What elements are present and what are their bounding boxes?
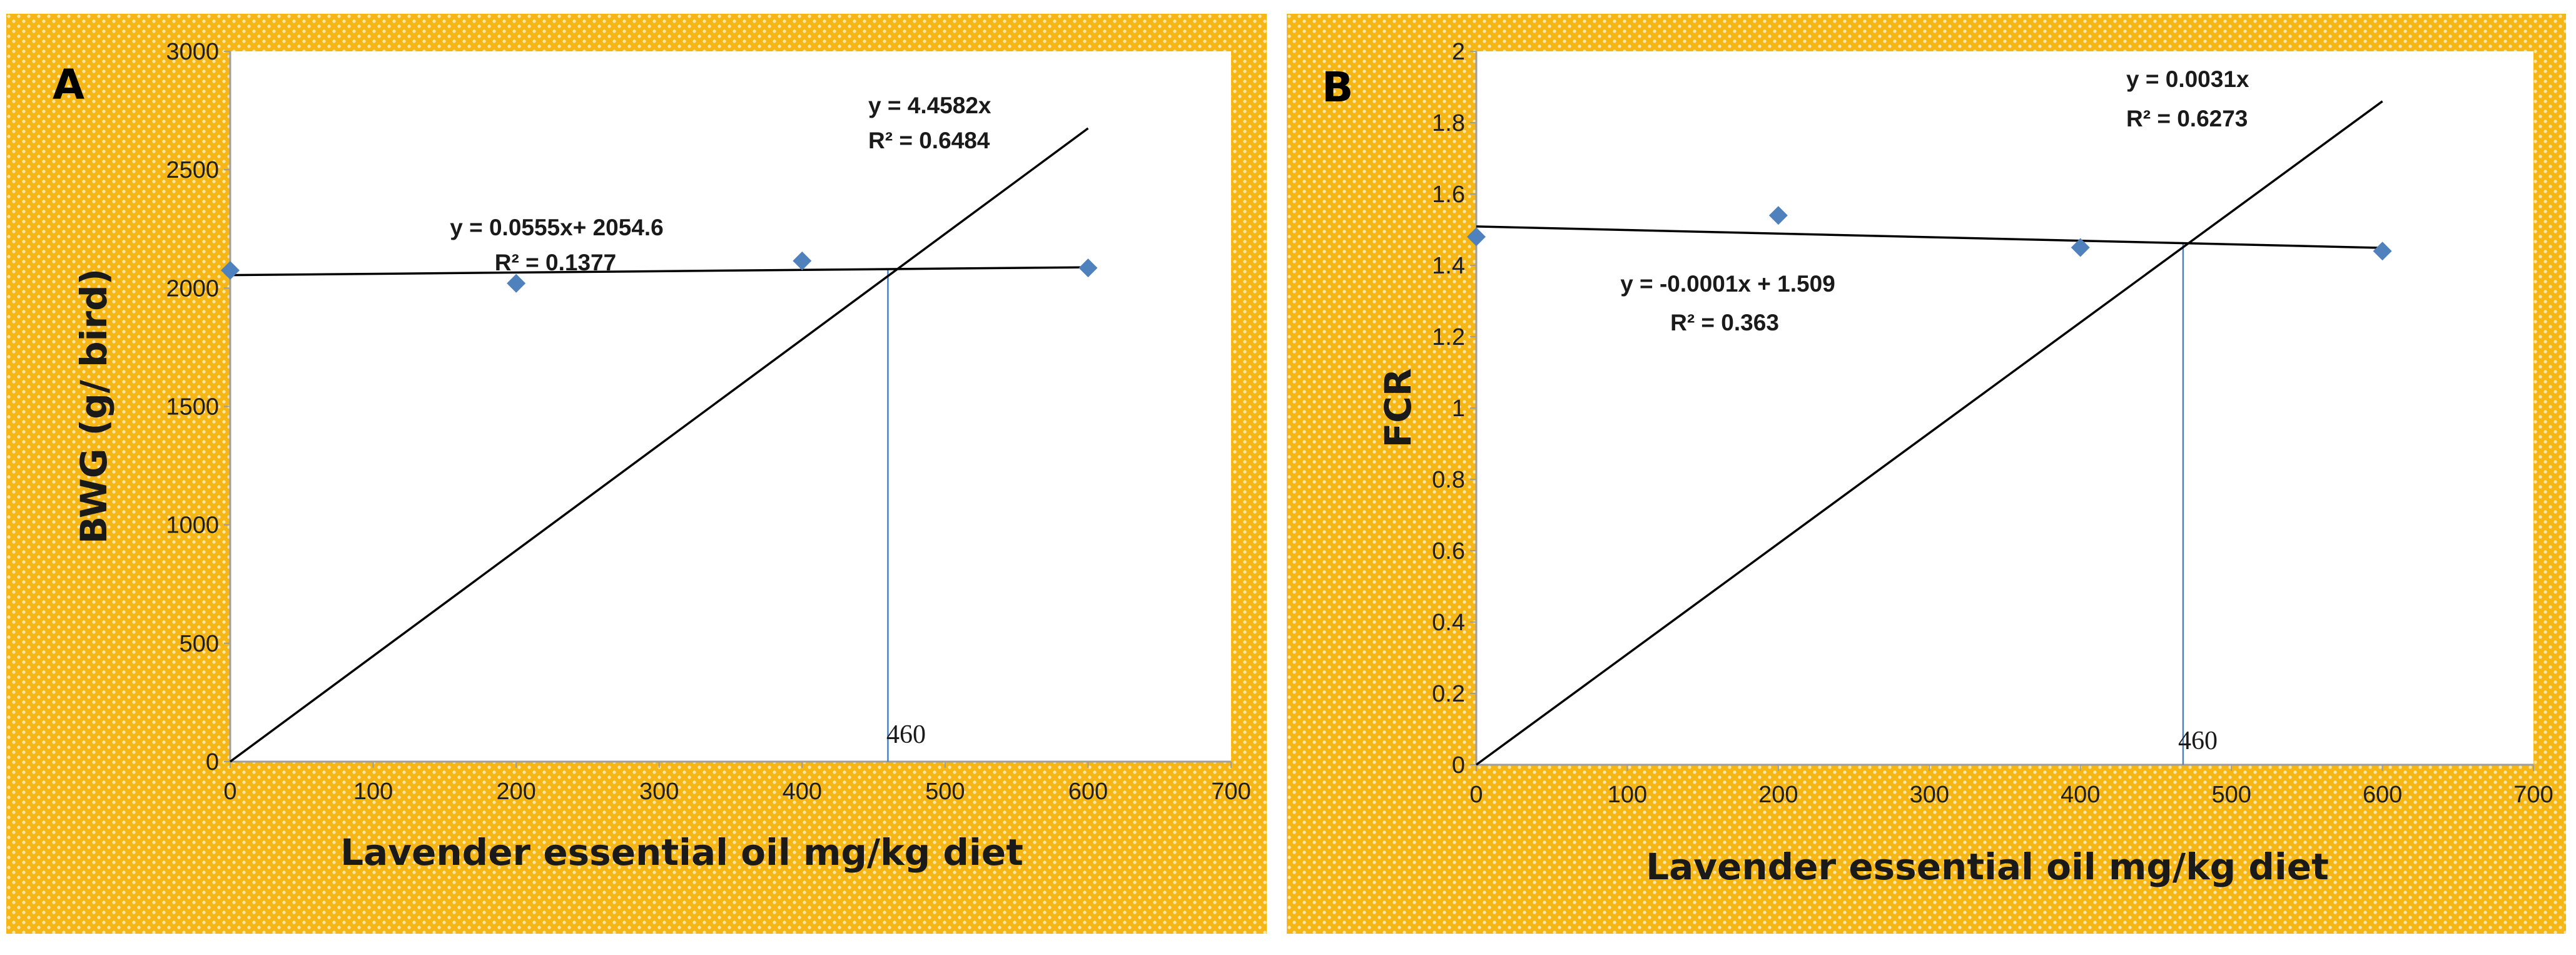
chart-a-svg: A 0 100 200 300 400 500 600 700 0 500 1000 1500 200…	[6, 14, 1267, 934]
plot-area	[230, 51, 1231, 762]
trendline-linear-equation: y = 0.0555x+ 2054.6	[450, 215, 664, 240]
data-point	[507, 273, 526, 293]
chart-b-svg: B 0 100 200 300 400 500 600 700 0 0.2 0.4 0.6 0.8 1 1…	[1287, 14, 2566, 934]
trendline-linear-r2: R² = 0.363	[1670, 310, 1779, 335]
y-tick-labels: 0 0.2 0.4 0.6 0.8 1 1.2 1.4 1.6 1.8 2	[1432, 39, 1465, 779]
x-tick-label: 200	[1758, 782, 1798, 808]
y-tick-label: 1.2	[1432, 324, 1465, 350]
x-tick-label: 500	[925, 779, 965, 805]
x-tick-label: 600	[2363, 782, 2402, 808]
y-tick-label: 2	[1452, 39, 1465, 65]
chart-panel-a: A 0 100 200 300 400 500 600 700 0 500 1000 1500 200…	[6, 14, 1267, 934]
y-tick-labels: 0 500 1000 1500 2000 2500 3000	[166, 39, 219, 775]
y-axis-title: FCR	[1377, 369, 1419, 448]
x-tick-label: 300	[639, 779, 679, 805]
trendline-linear-equation: y = -0.0001x + 1.509	[1620, 271, 1835, 297]
y-tick-label: 500	[180, 631, 219, 657]
x-tick-label: 300	[1910, 782, 1949, 808]
data-point	[793, 251, 812, 270]
chart-panel-b: B 0 100 200 300 400 500 600 700 0 0.2 0.4 0.6 0.8 1 1…	[1287, 14, 2566, 934]
x-tick-label: 500	[2211, 782, 2251, 808]
trendline-origin-r2: R² = 0.6484	[868, 128, 990, 153]
trendline-linear-r2: R² = 0.1377	[495, 250, 616, 275]
y-tick-label: 3000	[166, 39, 219, 65]
x-tick-labels: 0 100 200 300 400 500 600 700	[1469, 782, 2553, 808]
x-axis-title: Lavender essential oil mg/kg diet	[340, 831, 1023, 874]
panel-letter: A	[53, 61, 84, 109]
trendline-linear	[230, 266, 1088, 277]
y-tick-label: 0.6	[1432, 538, 1465, 564]
x-tick-label: 100	[353, 779, 393, 805]
panel-letter: B	[1322, 63, 1353, 111]
data-point	[221, 260, 240, 280]
x-tick-label: 200	[496, 779, 535, 805]
data-point	[2071, 238, 2090, 257]
data-point	[1768, 206, 1788, 225]
x-tick-label: 600	[1068, 779, 1108, 805]
y-tick-label: 1.6	[1432, 181, 1465, 208]
data-points	[1467, 206, 2392, 261]
data-points	[221, 251, 1098, 293]
y-tick-label: 1000	[166, 513, 219, 539]
x-tick-label: 0	[1469, 782, 1483, 808]
trendline-origin-r2: R² = 0.6273	[2126, 106, 2248, 131]
y-tick-label: 1.8	[1432, 110, 1465, 136]
x-tick-label: 700	[2513, 782, 2553, 808]
x-tick-label: 400	[2061, 782, 2100, 808]
y-tick-label: 2000	[166, 275, 219, 302]
axes	[1470, 51, 2534, 771]
trendline-through-origin	[1475, 100, 2383, 766]
plot-area	[1476, 51, 2533, 765]
y-tick-label: 1500	[166, 394, 219, 421]
y-tick-label: 2500	[166, 157, 219, 183]
x-tick-label: 100	[1608, 782, 1647, 808]
x-tick-label: 400	[783, 779, 822, 805]
y-tick-label: 0	[206, 749, 219, 775]
threshold-marker-label: 460	[2178, 727, 2218, 755]
y-axis-title: BWG (g/ bird)	[73, 268, 115, 544]
axes	[224, 51, 1232, 768]
y-tick-label: 1.4	[1432, 253, 1465, 279]
trendline-origin-equation: y = 4.4582x	[868, 93, 991, 118]
x-tick-label: 700	[1211, 779, 1250, 805]
trendline-linear	[1476, 225, 2383, 249]
data-point	[1467, 227, 1486, 247]
y-tick-label: 0	[1452, 752, 1465, 779]
trendline-through-origin	[229, 127, 1089, 763]
trendline-origin-equation: y = 0.0031x	[2126, 66, 2249, 92]
x-axis-title: Lavender essential oil mg/kg diet	[1646, 845, 2329, 888]
y-tick-label: 1	[1452, 396, 1465, 422]
data-point	[1078, 258, 1098, 278]
x-tick-label: 0	[223, 779, 236, 805]
y-tick-label: 0.4	[1432, 610, 1465, 636]
y-tick-label: 0.8	[1432, 467, 1465, 493]
x-tick-labels: 0 100 200 300 400 500 600 700	[223, 779, 1250, 805]
data-point	[2373, 242, 2392, 261]
y-tick-label: 0.2	[1432, 681, 1465, 707]
threshold-marker-label: 460	[886, 720, 926, 749]
